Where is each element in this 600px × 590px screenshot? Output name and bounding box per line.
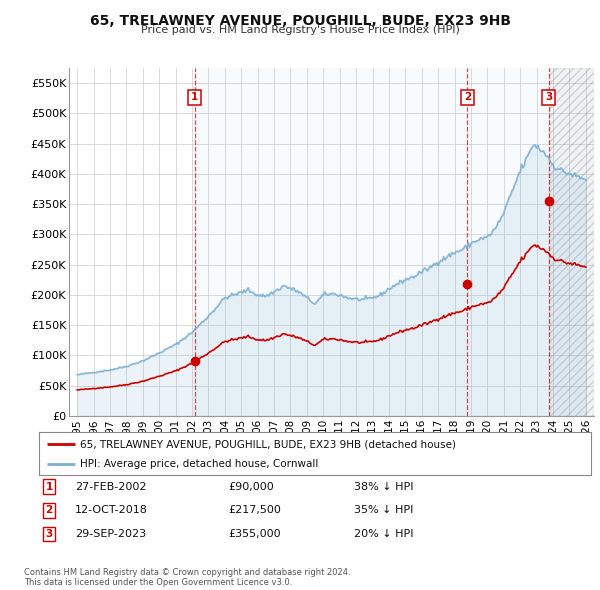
Text: 3: 3	[46, 529, 53, 539]
Text: 35% ↓ HPI: 35% ↓ HPI	[354, 506, 413, 515]
Bar	[194, 68, 594, 416]
Text: 27-FEB-2002: 27-FEB-2002	[75, 482, 146, 491]
Text: £217,500: £217,500	[228, 506, 281, 515]
Text: £355,000: £355,000	[228, 529, 281, 539]
Text: 12-OCT-2018: 12-OCT-2018	[75, 506, 148, 515]
Text: 2: 2	[464, 93, 471, 103]
Text: 20% ↓ HPI: 20% ↓ HPI	[354, 529, 413, 539]
Text: Contains HM Land Registry data © Crown copyright and database right 2024.
This d: Contains HM Land Registry data © Crown c…	[24, 568, 350, 587]
Text: Price paid vs. HM Land Registry's House Price Index (HPI): Price paid vs. HM Land Registry's House …	[140, 25, 460, 35]
Text: 38% ↓ HPI: 38% ↓ HPI	[354, 482, 413, 491]
Text: £90,000: £90,000	[228, 482, 274, 491]
Text: 3: 3	[545, 93, 553, 103]
Bar	[549, 68, 594, 416]
Text: 1: 1	[191, 93, 198, 103]
Text: 65, TRELAWNEY AVENUE, POUGHILL, BUDE, EX23 9HB (detached house): 65, TRELAWNEY AVENUE, POUGHILL, BUDE, EX…	[80, 440, 457, 450]
Text: 2: 2	[46, 506, 53, 515]
Text: 1: 1	[46, 482, 53, 491]
Text: HPI: Average price, detached house, Cornwall: HPI: Average price, detached house, Corn…	[80, 460, 319, 469]
Text: 65, TRELAWNEY AVENUE, POUGHILL, BUDE, EX23 9HB: 65, TRELAWNEY AVENUE, POUGHILL, BUDE, EX…	[89, 14, 511, 28]
Text: 29-SEP-2023: 29-SEP-2023	[75, 529, 146, 539]
Bar	[549, 68, 594, 416]
